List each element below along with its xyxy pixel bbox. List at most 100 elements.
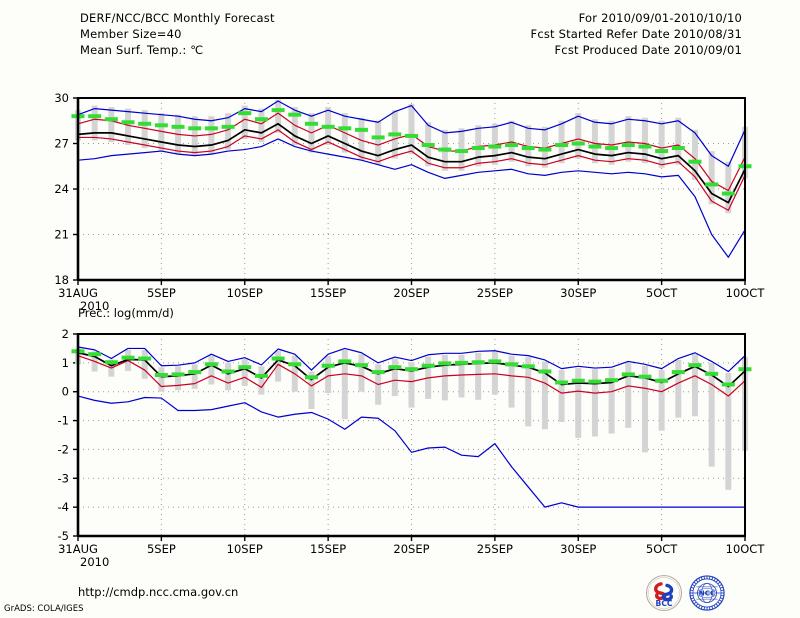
mean-surface-temperature-spread-bar (475, 125, 482, 167)
precipitation-log-ytick-label: 0 (62, 385, 69, 399)
precipitation-log-xtick-label: 10SEP (227, 542, 263, 556)
mean-surface-temperature-spread-bar (575, 113, 582, 159)
mean-surface-temperature-spread-bar (508, 120, 515, 162)
mean-surface-temperature-ensemble-mean-line (77, 122, 746, 204)
mean-surface-temperature-spread-bar (241, 105, 248, 139)
mean-surface-temperature-spread-bar (641, 117, 648, 164)
precipitation-log-spread-bar (441, 354, 448, 401)
precipitation-log-ytick-label: -4 (58, 500, 69, 514)
mean-surface-temperature-max-envelope-line (77, 100, 746, 167)
mean-surface-temperature-year-label: 2010 (80, 299, 109, 313)
mean-surface-temperature-spread-bar (691, 129, 698, 180)
mean-surface-temperature-spread-bar (275, 99, 282, 133)
precipitation-log-xtick-label: 30SEP (560, 542, 596, 556)
precipitation-log-spread-bar (575, 368, 582, 438)
ncc-logo: NCC (689, 575, 725, 611)
mean-surface-temperature-xtick-label: 15SEP (310, 286, 346, 300)
precipitation-log-min-envelope-line (77, 395, 745, 508)
precipitation-log-spread-bar (708, 362, 715, 467)
forecast-period-label: For 2010/09/01-2010/10/10 (578, 11, 742, 25)
precipitation-log-spread-bar (625, 362, 632, 428)
mean-surface-temperature-spread-bar (725, 161, 732, 214)
precipitation-log-max-envelope-line (77, 346, 746, 373)
precipitation-log-xtick-label: 15SEP (310, 542, 346, 556)
mean-surface-temperature-ytick-label: 21 (54, 228, 69, 242)
precipitation-log-spread-bar (208, 355, 215, 385)
precipitation-log-spread-bar (591, 369, 598, 437)
forecast-title: DERF/NCC/BCC Monthly Forecast (80, 11, 275, 25)
mean-surface-temperature-spread-bar (158, 113, 165, 152)
precipitation-log-spread-bar (525, 357, 532, 427)
mean-surface-temperature-xtick-label: 10SEP (227, 286, 263, 300)
mean-surface-temperature-ytick-label: 30 (54, 91, 69, 105)
mean-surface-temperature-spread-bar (291, 107, 298, 146)
precipitation-log-xtick-label: 31AUG (58, 542, 98, 556)
mean-surface-temperature-spread-bar (258, 108, 265, 142)
mean-surface-temperature-spread-bar (125, 108, 132, 146)
mean-surface-temperature-spread-bar (625, 116, 632, 162)
precipitation-log-spread-bar (241, 359, 248, 386)
mean-surface-temperature-xtick-label: 5OCT (646, 286, 678, 300)
started-refer-date-label: Fcst Started Refer Date 2010/08/31 (530, 27, 742, 41)
mean-surface-temperature-xtick-label: 10OCT (726, 286, 766, 300)
mean-surface-temperature-spread-bar (491, 123, 498, 165)
mean-surface-temperature-spread-bar (141, 110, 148, 149)
mean-surface-temperature-xtick-label: 30SEP (560, 286, 596, 300)
precipitation-log-spread-bar (141, 349, 148, 379)
mean-surface-temperature-spread-bar (708, 151, 715, 205)
precipitation-log-upper-quartile-line (77, 355, 746, 397)
precipitation-log-spread-bar (358, 354, 365, 392)
precipitation-log-ytick-label: 2 (62, 327, 69, 341)
precipitation-log-spread-bar (175, 366, 182, 391)
mean-surface-temperature-spread-bar (608, 120, 615, 165)
mean-surface-temperature-ytick-label: 27 (54, 137, 69, 151)
precip-panel-title: Prec.: log(mm/d) (78, 306, 174, 320)
mean-surface-temperature-spread-bar (208, 116, 215, 155)
precipitation-log-ytick-label: -2 (58, 442, 69, 456)
precipitation-log-xtick-label: 10OCT (726, 542, 766, 556)
precipitation-log-spread-bar (641, 365, 648, 453)
mean-surface-temperature-spread-bar (525, 125, 532, 167)
mean-surface-temperature-spread-bar (408, 104, 415, 155)
variable-label: Mean Surf. Temp.: ℃ (80, 43, 204, 57)
precipitation-log-xtick-label: 25SEP (477, 542, 513, 556)
precipitation-log-spread-bar (258, 366, 265, 395)
precipitation-log-spread-bar (341, 349, 348, 420)
bcc-logo: BCC (645, 574, 683, 612)
precipitation-log-ytick-label: 1 (62, 356, 69, 370)
mean-surface-temperature-spread-bar (108, 107, 115, 142)
mean-surface-temperature-min-envelope-line (77, 138, 746, 258)
precipitation-log-spread-bar (408, 362, 415, 408)
precipitation-log-spread-bar (675, 359, 682, 418)
precipitation-log-spread-bar (308, 371, 315, 410)
mean-surface-temperature-xtick-label: 5SEP (147, 286, 176, 300)
precipitation-log-xtick-label: 20SEP (393, 542, 429, 556)
mean-surface-temperature-spread-bar (541, 126, 548, 168)
precipitation-log-year-label: 2010 (80, 555, 109, 569)
mean-surface-temperature-spread-bar (225, 113, 232, 150)
precipitation-log-xtick-label: 5OCT (646, 542, 678, 556)
mean-surface-temperature-spread-bar (358, 117, 365, 161)
mean-surface-temperature-spread-bar (675, 117, 682, 165)
precipitation-log-spread-bar (608, 368, 615, 434)
mean-surface-temperature-spread-bar (375, 120, 382, 165)
mean-surface-temperature-xtick-label: 20SEP (393, 286, 429, 300)
mean-surface-temperature-xtick-label: 25SEP (477, 286, 513, 300)
member-size-label: Member Size=40 (80, 27, 182, 41)
precipitation-log-spread-bar (275, 350, 282, 382)
precipitation-log-spread-bar (325, 355, 332, 394)
precipitation-log-spread-bar (508, 355, 515, 408)
website-url[interactable]: http://cmdp.ncc.cma.gov.cn (78, 585, 239, 599)
mean-surface-temperature-spread-bar (658, 120, 665, 168)
precipitation-log-ytick-label: -1 (58, 414, 69, 428)
precipitation-log-spread-bar (475, 352, 482, 400)
precipitation-log-spread-bar (458, 354, 465, 398)
produced-date-label: Fcst Produced Date 2010/09/01 (554, 43, 742, 57)
svg-text:BCC: BCC (656, 599, 673, 608)
precipitation-log-spread-bar (691, 354, 698, 417)
precipitation-log-ytick-label: -3 (58, 471, 69, 485)
mean-surface-temperature-lower-quartile-line (78, 129, 746, 211)
precipitation-log-spread-bar (158, 367, 165, 392)
precipitation-log-xtick-label: 5SEP (147, 542, 176, 556)
